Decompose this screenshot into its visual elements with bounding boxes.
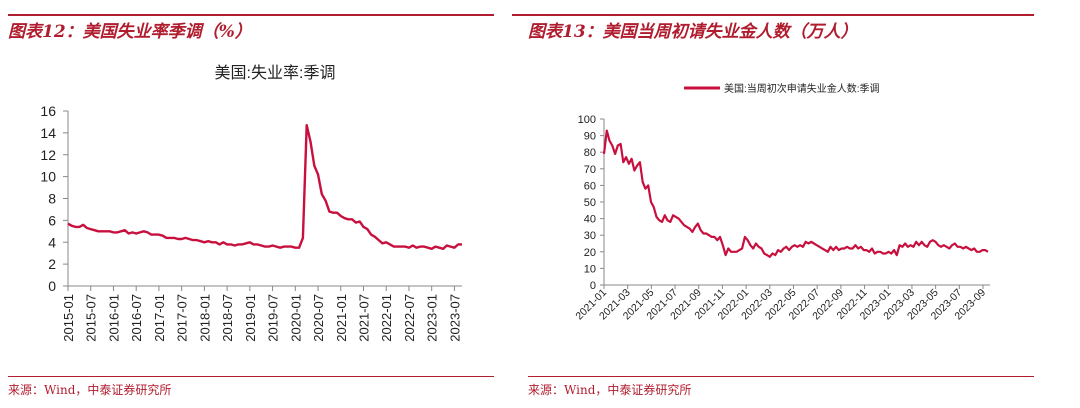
y-tick-label: 100 [578,114,596,126]
source-note: 来源：Wind，中泰证券研究所 [8,383,172,397]
y-tick-label: 10 [584,263,596,275]
left-panel: 图表12：美国失业率季调（%） 美国:失业率:季调 0 2 4 6 8 10 12 14 16 20… [8,14,494,397]
title-rule [512,14,1034,16]
y-tick-label: 90 [584,131,596,143]
title-rule [8,14,494,16]
y-tick-label: 10 [40,169,56,185]
x-tick-label: 2020-07 [311,294,326,342]
y-tick-label: 2 [48,256,56,272]
x-tick-label: 2015-01 [61,294,76,342]
y-tick-label: 50 [584,197,596,209]
y-tick-label: 12 [40,147,56,163]
x-tick-label: 2018-07 [220,294,235,342]
y-tick-label: 16 [40,103,56,119]
x-tick-label: 2015-07 [84,294,99,342]
unemployment-rate-series [67,123,462,251]
figure-title: 图表12：美国失业率季调（%） [8,22,252,42]
x-tick-label: 2020-01 [288,294,303,342]
x-tick-label: 2019-01 [243,294,258,342]
y-tick-label: 14 [40,125,56,141]
jobless-claims-series [602,129,989,258]
x-tick-label: 2022-01 [379,294,394,342]
y-tick-label: 20 [584,247,596,259]
x-tick-label: 2016-07 [129,294,144,342]
legend-label: 美国:当周初次申请失业金人数:季调 [724,82,880,95]
y-tick-label: 4 [48,234,56,250]
jobless-claims-chart: 美国:当周初次申请失业金人数:季调01020304050607080901002… [573,82,990,322]
figure-title: 图表13：美国当周初请失业金人数（万人） [528,22,858,42]
source-rule [528,376,1034,377]
y-tick-label: 6 [48,212,56,228]
x-tick-label: 2021-07 [357,294,372,342]
y-tick-label: 0 [48,278,56,294]
x-tick-label: 2023-07 [447,294,462,342]
x-tick-label: 2022-07 [402,294,417,342]
source-rule [8,376,494,377]
x-tick-label: 2021-01 [334,294,349,342]
right-panel: 图表13：美国当周初请失业金人数（万人） 美国:当周初次申请失业金人数:季调 0 1… [512,0,1080,408]
y-tick-label: 0 [590,280,596,292]
y-tick-label: 8 [48,191,56,207]
x-tick-label: 2019-07 [266,294,281,342]
chart-title: 美国:失业率:季调 [215,64,336,82]
x-tick-label: 2023-01 [425,294,440,342]
x-tick-label: 2016-01 [106,294,121,342]
y-tick-label: 80 [584,147,596,159]
x-tick-label: 2018-01 [197,294,212,342]
x-tick-label: 2017-07 [175,294,190,342]
unemployment-rate-chart: 美国:失业率:季调 0 2 4 6 8 10 12 14 16 2015-01 2015-07 2016… [40,64,462,342]
y-tick-label: 70 [584,164,596,176]
y-tick-label: 30 [584,230,596,242]
y-tick-label: 60 [584,180,596,192]
x-tick-label: 2017-01 [152,294,167,342]
y-tick-label: 40 [584,214,596,226]
source-note: 来源：Wind，中泰证券研究所 [528,383,692,397]
